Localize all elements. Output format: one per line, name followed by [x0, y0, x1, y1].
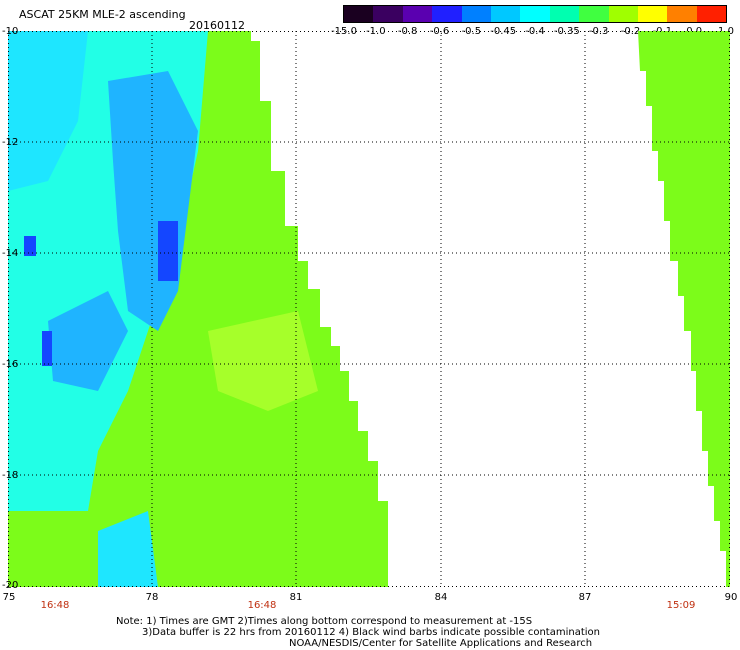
color-scale-label: -0.6 [429, 26, 450, 37]
lat-label-10: -10 [2, 26, 19, 37]
swath-cyan-patch-top [8, 31, 88, 191]
lat-label-16: -16 [2, 359, 19, 370]
color-scale-label: -0.4 [525, 26, 545, 37]
color-scale-segment [461, 6, 491, 22]
swath-cyan-south [98, 511, 158, 587]
lon-label-90: 90 [724, 592, 738, 603]
color-scale-label: -0.3 [588, 26, 609, 37]
color-scale-segment [579, 6, 609, 22]
swath-blue-patch-core [158, 221, 178, 281]
color-scale-segment [667, 6, 697, 22]
color-scale-segment [549, 6, 580, 22]
color-scale-label: -1.0 [366, 26, 386, 37]
color-scale-segment [402, 6, 433, 22]
swath-light-green-patch [208, 311, 318, 411]
note-line-1: Note: 1) Times are GMT 2)Times along bot… [116, 616, 533, 627]
left-swath [8, 31, 388, 587]
color-scale-label: -0.2 [620, 26, 641, 37]
color-scale-segment [373, 6, 403, 22]
wind-map [8, 31, 730, 587]
note-line-3: NOAA/NESDIS/Center for Satellite Applica… [289, 638, 593, 649]
color-scale-label: -0.8 [397, 26, 418, 37]
color-scale-segment [637, 6, 668, 22]
right-swath [638, 31, 730, 587]
lat-label-18: -18 [2, 470, 19, 481]
swath-blue-patch-14s [24, 236, 36, 256]
color-scale-segment [696, 6, 727, 22]
lon-label-75: 75 [2, 592, 16, 603]
lon-label-87: 87 [578, 592, 592, 603]
color-scale-segment [344, 6, 374, 22]
lat-lon-grid [8, 31, 730, 587]
note-line-2: 3)Data buffer is 22 hrs from 20160112 4)… [142, 627, 600, 638]
color-scale-segment [608, 6, 638, 22]
time-label-2: 16:48 [247, 600, 277, 611]
map-title: ASCAT 25KM MLE-2 ascending [19, 8, 186, 21]
time-label-3: 15:09 [666, 600, 696, 611]
color-scale-bar [343, 5, 727, 23]
lat-label-12: -12 [2, 137, 19, 148]
swath-right-green [638, 31, 730, 587]
lat-label-14: -14 [2, 248, 19, 259]
map-date: 20160112 [189, 19, 245, 32]
lon-label-78: 78 [145, 592, 159, 603]
color-scale-segment [520, 6, 550, 22]
color-scale-segment [490, 6, 521, 22]
time-label-1: 16:48 [40, 600, 70, 611]
lat-label-20: -20 [2, 580, 19, 591]
swath-blue-cyan-west [48, 291, 128, 391]
color-scale-label: -0.5 [461, 26, 482, 37]
color-scale-segment [432, 6, 462, 22]
swath-blue-patch-16s [42, 331, 52, 366]
color-scale-label: -0.45 [490, 26, 517, 37]
lon-label-81: 81 [289, 592, 303, 603]
lon-label-84: 84 [434, 592, 448, 603]
color-scale-label: -0.35 [553, 26, 580, 37]
